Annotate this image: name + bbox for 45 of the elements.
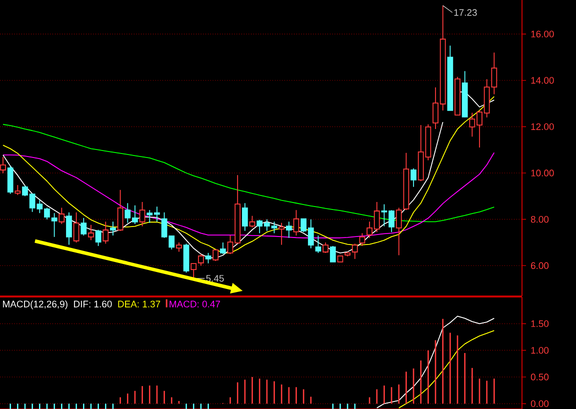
candlestick <box>102 221 109 244</box>
candlestick <box>73 212 80 243</box>
y-tick-label: 16.00 <box>531 30 554 38</box>
annotation: 5.45 <box>206 275 224 282</box>
candlestick <box>278 222 285 246</box>
text: DIF: 1.60 <box>74 300 112 308</box>
y-tick-label: 8.00 <box>530 216 549 223</box>
candlestick <box>293 210 300 236</box>
candlestick <box>51 212 58 238</box>
candlestick <box>110 221 116 236</box>
line-series <box>398 330 495 408</box>
candlestick <box>359 232 366 246</box>
annotation: 17.23 <box>454 9 477 16</box>
candlestick <box>117 189 124 232</box>
y-tick-label: 6.00 <box>531 262 549 270</box>
candlestick <box>315 235 322 254</box>
candlestick <box>220 242 226 255</box>
candlestick <box>80 217 87 236</box>
y-tick-label: 1.50 <box>531 320 549 328</box>
candlestick <box>352 243 358 260</box>
y-tick-label: 0.00 <box>530 400 549 408</box>
candlestick <box>14 184 21 196</box>
candlestick <box>205 252 212 264</box>
y-tick-label: 12.00 <box>531 123 554 130</box>
candlestick <box>242 202 248 232</box>
y-tick-label: 14.00 <box>531 77 554 84</box>
y-tick-label: 1.00 <box>531 346 549 354</box>
candlestick <box>249 215 256 228</box>
candlestick <box>66 212 72 246</box>
candlestick <box>330 246 336 262</box>
candlestick <box>396 207 402 256</box>
candlestick <box>139 202 146 227</box>
y-tick-label: 0.50 <box>530 374 549 380</box>
candlestick <box>176 242 182 252</box>
candlestick <box>88 224 94 241</box>
candlestick <box>286 221 292 238</box>
candlestick <box>322 242 328 254</box>
candlestick <box>410 168 416 188</box>
candlestick <box>58 207 65 224</box>
y-tick-label: 10.00 <box>531 170 554 176</box>
chart-title: MACD(12,26,9) <box>3 300 68 310</box>
candlestick <box>95 229 102 246</box>
text: DEA: 1.37 <box>118 300 160 308</box>
line-series <box>376 316 495 408</box>
legend-label: MACD: 0.47 <box>170 300 220 308</box>
